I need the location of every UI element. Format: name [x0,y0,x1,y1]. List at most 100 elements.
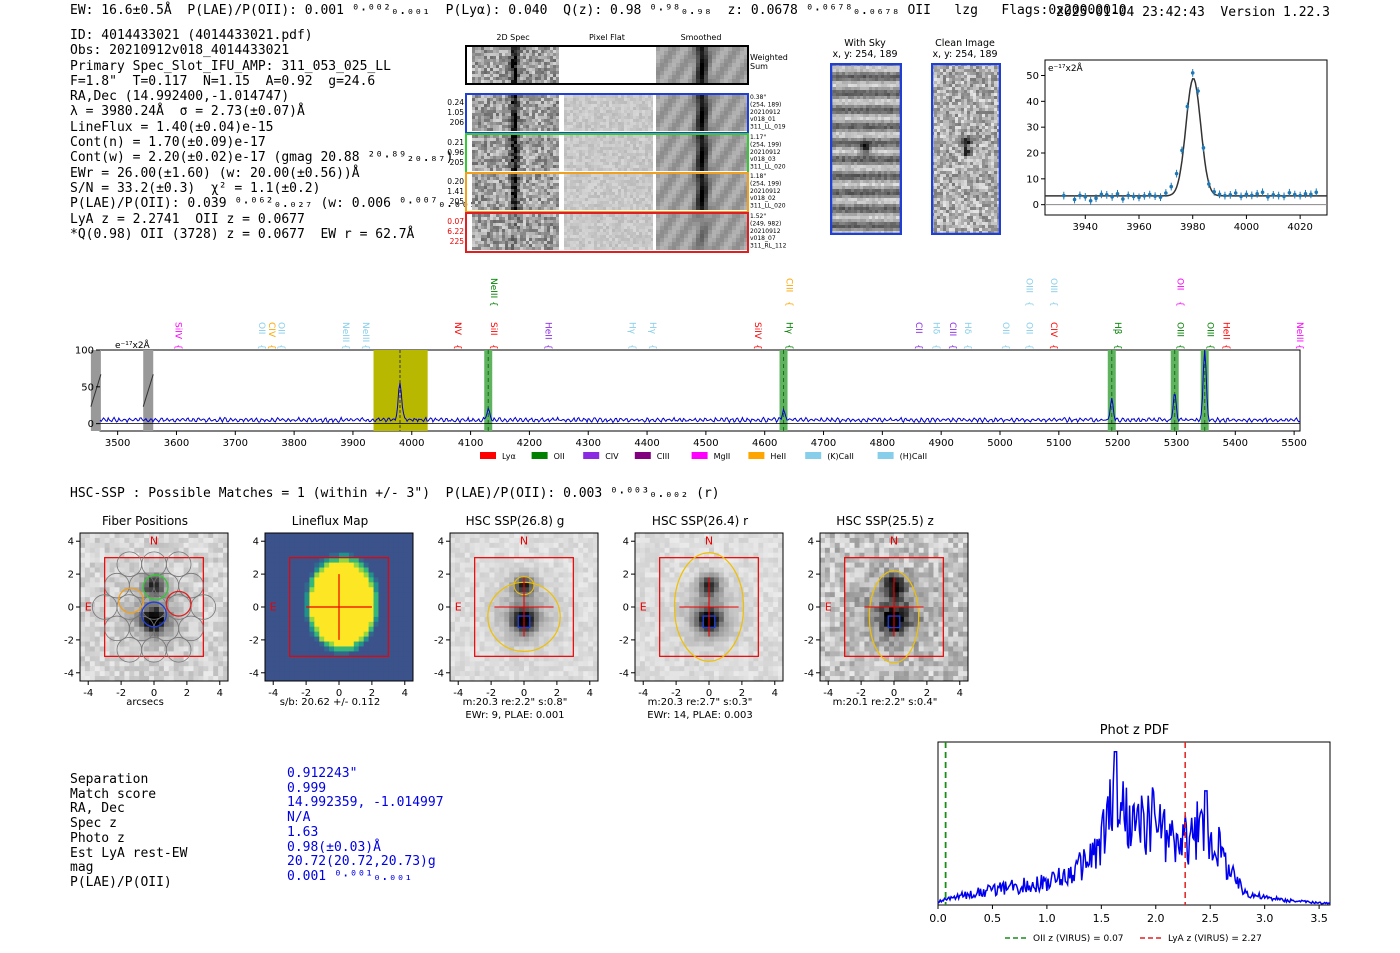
pixel [851,96,854,99]
pixel [839,141,842,144]
pixel [680,127,684,131]
pixel [538,128,541,131]
pixel [490,113,493,116]
pixel [704,79,708,83]
pixel [636,195,639,198]
pixel [836,90,839,93]
pixel [708,242,712,246]
pixel [472,220,475,223]
pixel [648,229,651,232]
pixel [502,177,505,180]
pixel [597,128,600,131]
pixel [875,81,878,84]
pixel [553,150,556,153]
pixel [544,128,547,131]
flat-blank [564,47,654,83]
pixel [496,186,499,189]
pixel [612,116,615,119]
pixel [600,162,603,165]
pixel [696,115,700,119]
pixel [556,220,559,223]
pixel [656,63,660,67]
pixel [591,232,594,235]
pixel [732,143,736,147]
pixel [878,87,881,90]
pixel [728,202,732,206]
pixel [553,168,556,171]
pixel [478,189,481,192]
pixel [645,220,648,223]
pixel [597,119,600,122]
pixel [499,135,502,138]
pixel [708,63,712,67]
pixel [612,98,615,101]
pixel [642,247,645,250]
pixel [836,108,839,111]
pixel [720,178,724,182]
pixel [893,144,896,147]
pixel [664,47,668,51]
pixel [541,116,544,119]
pixel [502,101,505,104]
pixel [481,217,484,220]
pixel [648,192,651,195]
pixel [648,138,651,141]
pixel [478,141,481,144]
pixel [547,144,550,147]
pixel [728,111,732,115]
pixel [532,229,535,232]
pixel [704,103,708,107]
pixel [502,141,505,144]
pixel [839,114,842,117]
pixel [645,135,648,138]
pixel [475,165,478,168]
pixel [728,167,732,171]
pixel [576,226,579,229]
pixel [684,151,688,155]
pixel [651,168,654,171]
pixel [887,90,890,93]
pixel [484,95,487,98]
pixel [692,174,696,178]
pixel [636,125,639,128]
pixel [591,104,594,107]
pixel [736,218,740,222]
pixel [570,180,573,183]
pixel [567,214,570,217]
pixel [600,238,603,241]
pixel [621,168,624,171]
pixel [633,165,636,168]
pixel [688,111,692,115]
pixel [884,132,887,135]
pixel [499,207,502,210]
pixel [609,247,612,250]
pixel [484,232,487,235]
pixel [672,111,676,115]
pixel [688,226,692,230]
pixel [588,180,591,183]
pixel [839,87,842,90]
pixel [535,241,538,244]
pixel [845,102,848,105]
pixel [478,135,481,138]
pixel [472,62,475,65]
pixel [744,246,748,250]
pixel [478,74,481,77]
pixel [472,232,475,235]
pixel [716,190,720,194]
pixel [884,69,887,72]
pixel [487,177,490,180]
pixel [520,77,523,80]
pixel [553,156,556,159]
pixel [884,147,887,150]
pixel [508,232,511,235]
pixel [833,111,836,114]
pixel [526,180,529,183]
pixel [594,198,597,201]
pixel [499,156,502,159]
pixel [573,204,576,207]
pixel [672,222,676,226]
pixel [532,168,535,171]
pixel [544,192,547,195]
pixel [728,75,732,79]
